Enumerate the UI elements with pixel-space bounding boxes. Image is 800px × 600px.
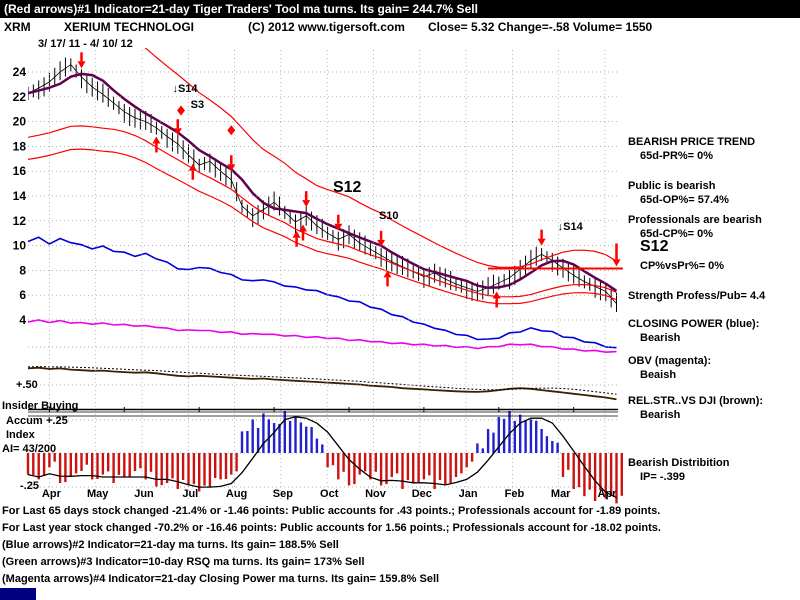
lower-band — [28, 125, 617, 298]
footer-line-4: (Green arrows)#3 Indicator=10-day RSQ ma… — [2, 556, 365, 568]
month-label: Mar — [551, 488, 571, 500]
chart-annotation: ↓S14 — [557, 221, 583, 233]
cpvspr: CP%vsPr%= 0% — [640, 260, 725, 272]
sell-arrow-icon — [377, 239, 386, 247]
footer-stats: For Last 65 days stock changed -21.4% or… — [2, 503, 661, 588]
public-sentiment: Public is bearish — [628, 180, 716, 192]
relstr-title: REL.STR..VS DJI (brown): — [628, 395, 764, 407]
price-tick-label: 22 — [13, 90, 27, 104]
closing-power-line — [28, 236, 617, 349]
quote-summary: Close= 5.32 Change=-.58 Volume= 1550 — [428, 20, 653, 34]
relstr-state: Bearish — [640, 409, 681, 421]
month-label: Apr — [42, 488, 62, 500]
price-tick-label: 6 — [19, 288, 26, 302]
date-range: 3/ 17/ 11 - 4/ 10/ 12 — [38, 38, 133, 50]
accum-label: Accum — [6, 415, 43, 427]
chart-annotation: S12 — [332, 178, 362, 196]
obv-line — [28, 319, 617, 354]
ma-21day-line — [28, 72, 618, 292]
sell-arrow-icon — [227, 164, 236, 172]
footer-line-5: (Magenta arrows)#4 Indicator=21-day Clos… — [2, 573, 440, 585]
sell-arrow-icon — [77, 61, 86, 69]
obv-state: Beaish — [640, 369, 677, 381]
diamond-marker-icon — [227, 125, 236, 136]
closing-power-title: CLOSING POWER (blue): — [628, 318, 760, 330]
price-panel — [28, 48, 618, 401]
sell-arrow-icon — [612, 259, 621, 267]
chart-annotation: S3 — [190, 99, 205, 112]
accum-index-histogram — [26, 411, 623, 504]
upper-band — [144, 48, 617, 269]
month-label: Jul — [182, 488, 198, 500]
up-arrow-icon — [298, 224, 307, 232]
ip-value: IP= -.399 — [640, 471, 685, 483]
price-tick-label: 10 — [13, 239, 27, 253]
price-tick-label: 16 — [13, 164, 27, 178]
sell-arrow-icon — [173, 128, 182, 136]
ai-plus25-label: +.25 — [46, 415, 68, 427]
month-label: May — [87, 488, 109, 500]
up-arrow-icon — [292, 230, 301, 238]
copyright-text: (C) 2012 www.tigersoft.com — [248, 20, 405, 34]
up-arrow-icon — [492, 291, 501, 299]
relstr-scale-label: +.50 — [16, 379, 38, 391]
up-arrow-icon — [188, 163, 197, 171]
footer-line-1: For Last 65 days stock changed -21.4% or… — [2, 505, 661, 517]
footer-line-3: (Blue arrows)#2 Indicator=21-day ma turn… — [2, 539, 339, 551]
price-tick-label: 18 — [13, 139, 27, 153]
up-arrow-icon — [152, 136, 161, 144]
signal-arrows — [77, 52, 621, 308]
month-label: Sep — [273, 488, 293, 500]
closing-power-state: Bearish — [640, 332, 681, 344]
distribution-title: Bearish Distribition — [628, 457, 730, 469]
title-bar: XRM XERIUM TECHNOLOGI (C) 2012 www.tiger… — [0, 18, 800, 36]
strength-ratio: Strength Profess/Pub= 4.4 — [628, 290, 766, 302]
obv-title: OBV (magenta): — [628, 355, 712, 367]
company-name: XERIUM TECHNOLOGI — [64, 20, 195, 34]
month-label: Dec — [412, 488, 432, 500]
rel-str-line — [28, 366, 617, 401]
close-line — [28, 64, 617, 304]
month-label: Aug — [226, 488, 247, 500]
month-label: Jun — [134, 488, 154, 500]
sell-arrow-icon — [537, 238, 546, 246]
insider-buying-label: Insider Buying — [2, 400, 79, 412]
prof-sentiment: Professionals are bearish — [628, 214, 762, 226]
chart-annotation: ↓S14 — [172, 83, 198, 96]
op-pct: 65d-OP%= 57.4% — [640, 194, 729, 206]
indicator-banner-text: (Red arrows)#1 Indicator=21-day Tiger Tr… — [4, 2, 478, 16]
taskbar-fragment — [0, 588, 36, 600]
chart-annotation: S10 — [378, 209, 399, 222]
price-tick-label: 12 — [13, 214, 27, 228]
index-label: Index — [6, 429, 35, 441]
diamond-marker-icon — [177, 105, 186, 116]
ai-minus25-label: -.25 — [20, 480, 39, 492]
ai-reading: AI= 43/200 — [2, 443, 57, 455]
month-label: Feb — [505, 488, 525, 500]
up-arrow-icon — [383, 270, 392, 278]
trend-title: BEARISH PRICE TREND — [628, 136, 756, 148]
price-tick-label: 20 — [13, 115, 27, 129]
month-label: Apr — [598, 488, 618, 500]
month-label: Nov — [365, 488, 387, 500]
indicator-banner: (Red arrows)#1 Indicator=21-day Tiger Tr… — [0, 0, 800, 18]
price-tick-label: 8 — [19, 263, 26, 277]
accum-index-ma-line — [27, 416, 617, 499]
outer-lower-band — [28, 148, 617, 305]
sell-arrow-icon — [302, 200, 311, 208]
ticker-symbol: XRM — [4, 20, 31, 34]
s12-signal: S12 — [640, 238, 669, 255]
sell-arrow-icon — [334, 223, 343, 231]
footer-line-2: For Last year stock changed -70.2% or -1… — [2, 522, 661, 534]
cp-pct: 65d-CP%= 0% — [640, 228, 714, 240]
month-label: Jan — [459, 488, 478, 500]
price-tick-label: 14 — [13, 189, 27, 203]
price-tick-label: 4 — [19, 313, 26, 327]
month-label: Oct — [320, 488, 339, 500]
price-tick-label: 24 — [13, 65, 27, 79]
pr-pct: 65d-PR%= 0% — [640, 150, 714, 162]
